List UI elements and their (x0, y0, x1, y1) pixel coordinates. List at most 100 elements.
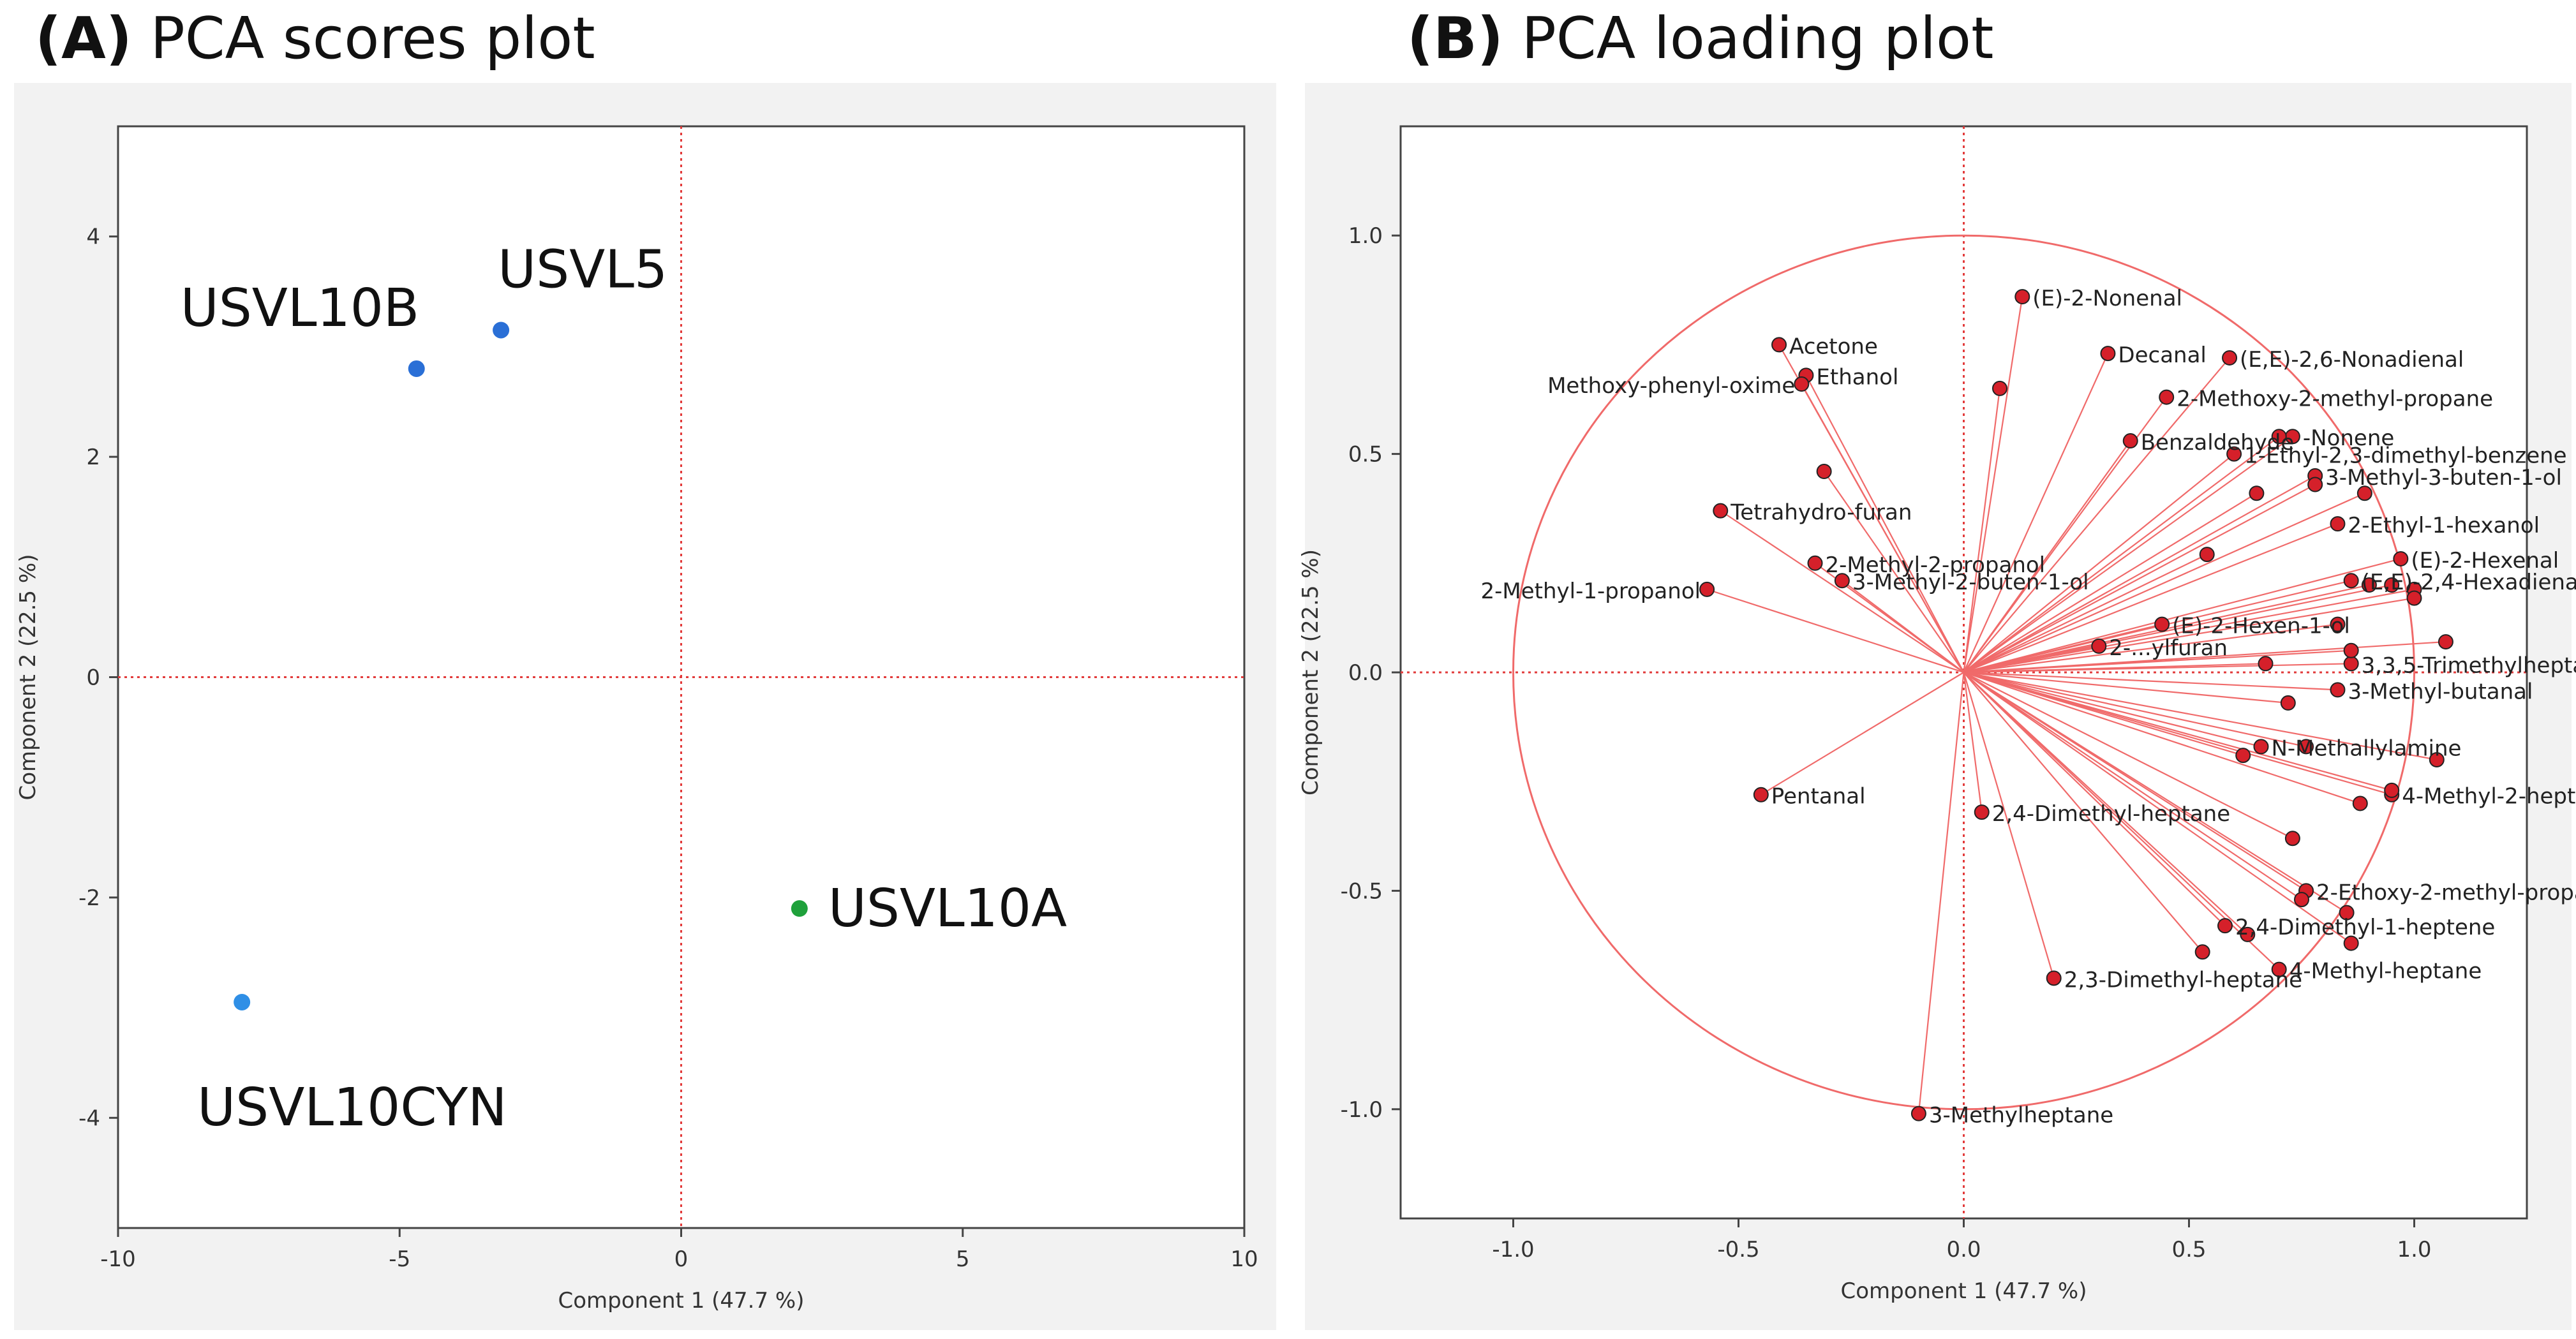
loading-point (2154, 616, 2170, 632)
y-tick-label: -2 (78, 885, 100, 911)
loading-vector (1963, 597, 2415, 674)
loading-vector (1963, 296, 2023, 673)
score-point (493, 322, 510, 339)
loading-vector (1805, 374, 1965, 673)
chart-loading: -1.0 -0.5 0.0 0.5 1.0 -1.0 -0.5 0.0 0.5 1.0 Compon… (1298, 83, 2576, 1330)
loading-point (2253, 739, 2269, 755)
loading-point (2356, 485, 2372, 501)
y-tick-label: 0.0 (1348, 660, 1383, 686)
loading-point (1807, 555, 1823, 571)
chart-scores: -10 -5 0 5 10 -4 -2 0 2 4 Component 1 (47.7 %) Comp… (14, 83, 1276, 1330)
y-axis-label: Component 2 (22.5 %) (1298, 549, 1323, 795)
loading-label: 2-Ethoxy-2-methyl-propane (2316, 880, 2576, 905)
loading-vector (1963, 584, 2392, 674)
correlation-circle (1512, 234, 2415, 1111)
loading-vector (1842, 580, 1965, 673)
loading-point (2343, 656, 2359, 672)
loading-vector (1963, 663, 2266, 674)
score-point-label: USVL5 (498, 239, 667, 300)
loading-point (2222, 350, 2238, 366)
loading-label: 3-Methyl-2-buten-1-ol (1852, 570, 2089, 595)
loading-vector (1963, 672, 2203, 952)
loading-vector (1963, 672, 2302, 901)
loading-label: Benzaldehyde (2141, 430, 2295, 455)
loading-vector (1963, 623, 2338, 674)
loading-vector (1963, 672, 1983, 813)
y-tick-label: -4 (78, 1106, 100, 1131)
loading-label: 4-Methyl-heptane (2289, 959, 2482, 984)
y-tick-label: -0.5 (1341, 878, 1383, 904)
loading-point (2361, 577, 2377, 593)
loading-point (1910, 1106, 1926, 1121)
loading-vector (1963, 353, 2109, 673)
loading-point (1753, 787, 1769, 803)
loading-point (2406, 590, 2422, 606)
loading-point (2298, 739, 2314, 755)
x-tick-label: 5 (956, 1247, 970, 1272)
loading-label: 3,3,5-Trimethylheptane (2362, 653, 2576, 678)
loading-point (2294, 892, 2309, 908)
loading-label: 4-Methyl-2-heptanone (2402, 784, 2576, 810)
loading-point (1699, 581, 1715, 597)
loading-label: 2-Methyl-2-propanol (1826, 552, 2046, 578)
y-tick-label: 2 (86, 445, 100, 470)
loading-label: Decanal (2118, 343, 2206, 368)
x-axis-label: Component 1 (47.7 %) (558, 1288, 805, 1313)
score-point (234, 993, 251, 1010)
loading-label: Pentanal (1771, 784, 1866, 810)
loading-vector (1963, 357, 2230, 673)
score-point-label: USVL10CYN (197, 1077, 507, 1138)
x-tick-label: 0.0 (1946, 1237, 1981, 1262)
loading-label: Ethanol (1816, 364, 1898, 390)
loading-point (2159, 389, 2175, 405)
y-tick-label: 1.0 (1348, 223, 1383, 249)
loading-point (2271, 429, 2287, 445)
score-point (408, 360, 425, 377)
loading-vector (1963, 388, 2001, 673)
loading-point (2194, 944, 2210, 960)
loading-point (2199, 547, 2215, 563)
panel-a-title: (A) PCA scores plot (35, 5, 595, 72)
loading-point (2330, 682, 2346, 698)
loading-point (1974, 804, 1990, 820)
x-tick-label: 0.5 (2171, 1237, 2206, 1262)
loading-vector (1963, 671, 2437, 761)
loading-point (2429, 751, 2445, 767)
loading-point (2307, 477, 2323, 492)
loading-vector (1963, 554, 2208, 673)
loading-point (1771, 337, 1787, 353)
loading-label: 2,4-Dimethyl-heptane (1992, 801, 2230, 827)
score-point (791, 900, 808, 917)
loading-point (2091, 638, 2107, 654)
x-tick-label: 10 (1230, 1247, 1258, 1272)
loading-vector (1963, 671, 2361, 804)
loading-label: 2-Methyl-1-propanol (1480, 579, 1701, 604)
loading-point (2280, 695, 2296, 711)
loading-vector (1963, 523, 2338, 674)
loading-point (2046, 970, 2062, 986)
loading-vector (1963, 672, 2352, 944)
loading-point (2339, 905, 2355, 921)
loading-label: 3-Methyl-3-buten-1-ol (2325, 465, 2562, 491)
loading-vector (1720, 510, 1965, 673)
loading-vector (1963, 436, 2280, 673)
loading-point (1816, 463, 1832, 479)
loading-label: 3-Methyl-butanal (2348, 679, 2533, 704)
loading-point (2284, 831, 2300, 847)
loading-point (2100, 346, 2116, 362)
loading-vector (1963, 671, 2244, 757)
loading-point (2014, 289, 2030, 305)
loading-vector (1963, 492, 2257, 673)
score-point-label: USVL10A (828, 878, 1067, 939)
panel-b-title: (B) PCA loading plot (1407, 5, 1994, 72)
loading-label: (E,E)-2,4-Hexadienal (2362, 570, 2576, 595)
y-tick-label: 0 (86, 665, 100, 691)
loading-point (2343, 935, 2359, 951)
loading-vector (1963, 672, 2226, 926)
x-tick-label: -0.5 (1717, 1237, 1759, 1262)
loading-point (2343, 573, 2359, 589)
loading-vector (1963, 649, 2351, 674)
loading-label: 3-Methylheptane (1929, 1103, 2113, 1128)
loading-vector (1823, 471, 1965, 673)
